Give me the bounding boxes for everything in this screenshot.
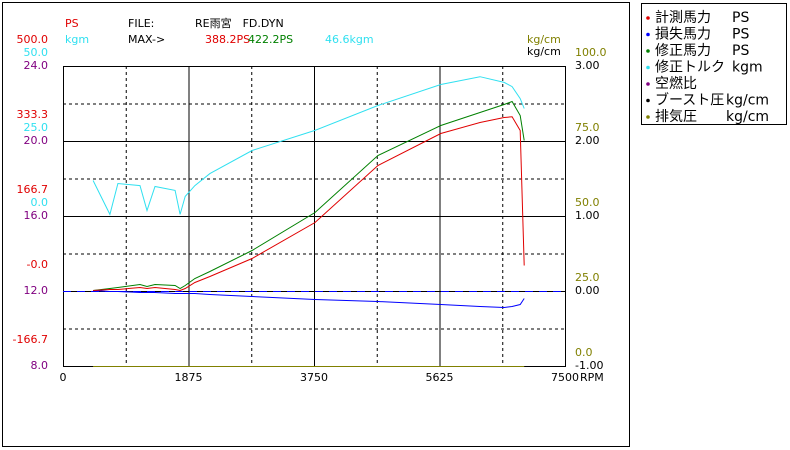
y-axis-unit: kg/cm (527, 45, 561, 58)
legend-label: 修正馬力 (655, 43, 711, 59)
legend-marker (646, 49, 650, 53)
x-tick-label: 0 (60, 371, 67, 384)
y-tick-label: 2.00 (575, 134, 600, 147)
legend-unit: PS (732, 10, 749, 26)
file-label: FILE: (128, 17, 154, 30)
legend-unit: PS (732, 27, 749, 43)
y-tick-label: 8.0 (31, 359, 49, 372)
x-axis-label: RPM (580, 371, 604, 384)
chart-frame (2, 2, 630, 447)
y-tick-label: 50.0 (575, 196, 600, 209)
y-axis-unit: kg/cm (527, 33, 561, 46)
y-tick-label: 3.00 (575, 59, 600, 72)
x-tick-label: 7500 (551, 371, 579, 384)
legend-unit: kgm (732, 60, 763, 76)
series-line (92, 76, 525, 216)
legend-marker (646, 65, 650, 70)
y-axis-unit: kgm (65, 33, 89, 46)
legend-marker (646, 82, 650, 86)
max-value: 422.2PS (248, 33, 293, 46)
series-line (93, 290, 525, 309)
y-tick-label: 500.0 (17, 33, 49, 46)
x-tick-label: 5625 (426, 371, 454, 384)
legend-marker (646, 115, 650, 119)
legend-label: 空燃比 (655, 75, 697, 92)
y-tick-label: 75.0 (575, 121, 600, 134)
max-label: MAX-> (128, 33, 165, 46)
y-tick-label: 0.0 (575, 346, 593, 359)
max-value: 46.6kgm (325, 33, 374, 46)
max-value: 388.2PS (205, 33, 250, 46)
y-tick-label: -166.7 (13, 333, 48, 346)
legend-label: ブースト圧 (655, 92, 724, 109)
y-tick-label: 20.0 (24, 134, 49, 147)
y-tick-label: 24.0 (24, 59, 49, 72)
y-tick-label: 25.0 (575, 271, 600, 284)
y-tick-label: 12.0 (24, 284, 49, 297)
legend-label: 損失馬力 (655, 27, 711, 43)
legend-unit: PS (732, 43, 749, 59)
series-line (93, 100, 525, 291)
legend-unit: kg/cm (726, 93, 769, 109)
legend-marker (646, 32, 650, 37)
y-tick-label: 25.0 (24, 121, 49, 134)
y-tick-label: 16.0 (24, 209, 49, 222)
y-tick-label: -1.00 (575, 359, 603, 372)
y-tick-label: 100.0 (575, 46, 607, 59)
y-tick-label: 166.7 (17, 183, 49, 196)
y-tick-label: 1.00 (575, 209, 600, 222)
y-tick-label: 333.3 (17, 108, 49, 121)
y-tick-label: 0.0 (31, 196, 49, 209)
y-tick-label: -0.0 (27, 258, 48, 271)
x-tick-label: 1875 (175, 371, 203, 384)
series-line (93, 116, 525, 292)
x-tick-label: 3750 (300, 371, 328, 384)
legend-unit: kg/cm (726, 109, 769, 125)
y-tick-label: 50.0 (24, 46, 49, 59)
legend-label: 排気圧 (655, 109, 697, 125)
legend-marker (646, 98, 650, 103)
legend-label: 修正トルク (655, 60, 725, 76)
y-axis-unit: PS (65, 17, 79, 30)
legend-marker (646, 16, 650, 20)
legend-label: 計測馬力 (655, 10, 711, 26)
file-name: RE雨宮 FD.DYN (195, 16, 284, 30)
legend-frame (641, 3, 787, 125)
y-tick-label: 0.00 (575, 284, 600, 297)
